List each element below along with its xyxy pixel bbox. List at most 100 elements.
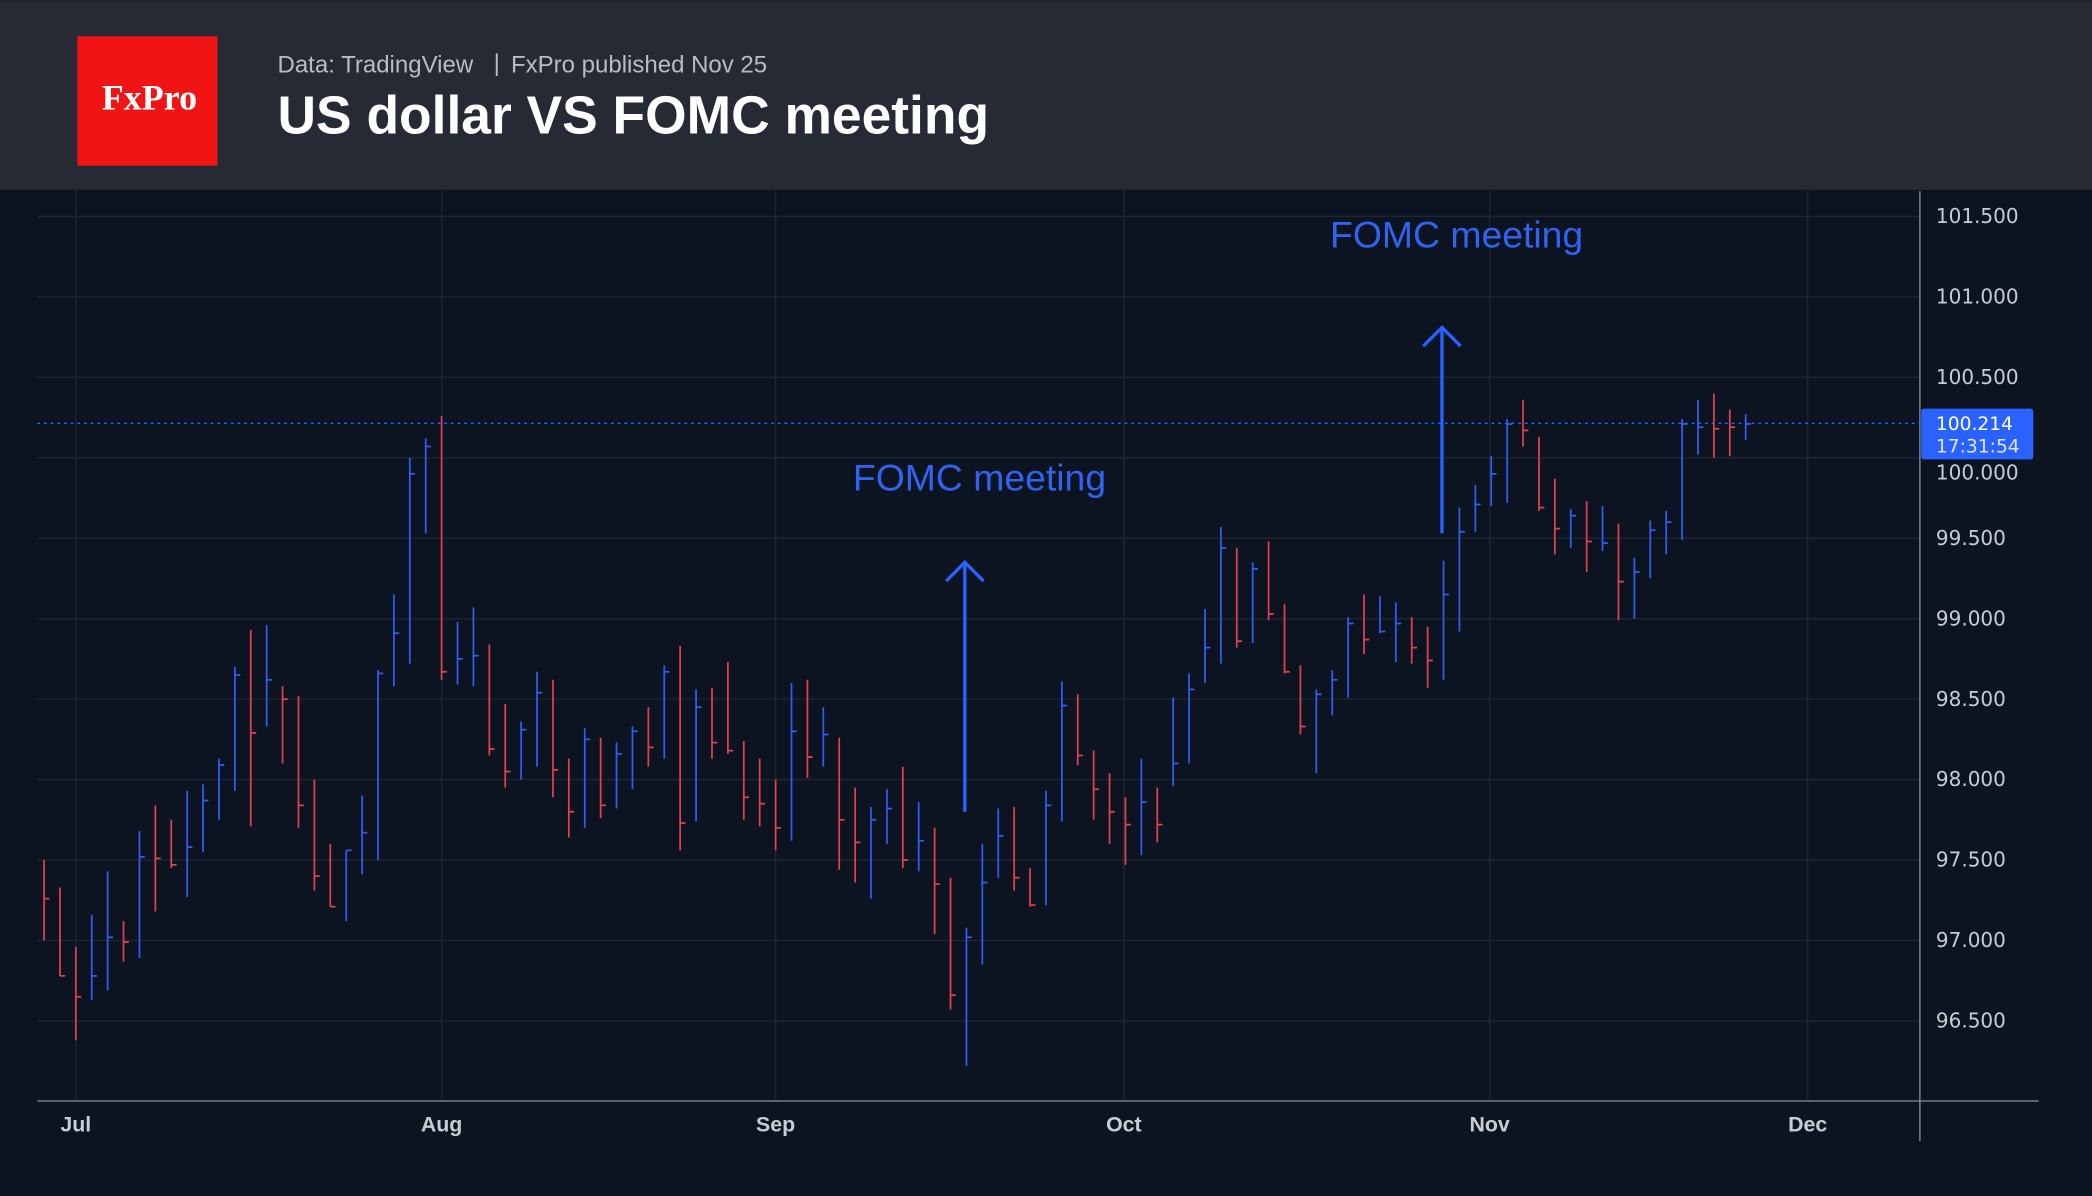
ohlc-bar — [106, 871, 113, 991]
ohlc-bar — [1251, 562, 1259, 643]
ohlc-bar — [202, 784, 209, 852]
ohlc-bar — [552, 679, 559, 798]
last-price-value: 100.214 — [1936, 414, 2013, 435]
ohlc-bar — [583, 728, 591, 828]
ohlc-bar — [599, 737, 606, 819]
ohlc-bar — [345, 849, 352, 922]
time-tick-label: Nov — [1470, 1113, 1510, 1137]
ohlc-bar — [917, 802, 925, 872]
ohlc-bar — [313, 779, 320, 891]
ohlc-bar — [329, 843, 336, 908]
ohlc-bar — [1410, 617, 1418, 664]
header: FxPro Data: TradingView | FxPro publishe… — [0, 0, 2092, 190]
arrow-up-icon — [944, 560, 985, 583]
ohlc-bar — [981, 843, 988, 965]
ohlc-bar — [138, 831, 145, 959]
ohlc-bar — [774, 779, 781, 851]
fomc-meeting-label: FOMC meeting — [1330, 213, 1583, 255]
ohlc-bar — [1553, 478, 1561, 555]
ohlc-bar — [1728, 409, 1736, 457]
ohlc-bar — [520, 721, 527, 780]
ohlc-bar — [647, 707, 654, 767]
ohlc-bar — [408, 457, 416, 664]
ohlc-bar — [790, 683, 797, 841]
page-title: US dollar VS FOMC meeting — [278, 87, 990, 146]
header-separator: | — [494, 50, 500, 77]
ohlc-bar — [1394, 602, 1402, 663]
bar-countdown: 17:31:54 — [1936, 437, 2020, 458]
ohlc-bar — [1204, 609, 1211, 684]
price-tick-label: 100.000 — [1936, 460, 2019, 484]
ohlc-bars — [43, 393, 1752, 1066]
ohlc-bar — [234, 666, 241, 791]
price-tick-label: 96.500 — [1936, 1009, 2006, 1033]
ohlc-bar — [154, 805, 161, 912]
ohlc-bar — [1522, 399, 1529, 447]
ohlc-bar — [1108, 773, 1115, 844]
price-tick-label: 100.500 — [1936, 365, 2019, 389]
ohlc-bar — [1506, 419, 1513, 503]
ohlc-bar — [488, 644, 495, 756]
ohlc-bar — [1697, 399, 1704, 455]
ohlc-bar — [456, 621, 463, 685]
time-axis-labels: Jul Aug Sep Oct Nov Dec — [60, 1113, 1827, 1137]
ohlc-bar — [1076, 694, 1084, 766]
ohlc-bar — [1585, 501, 1593, 573]
ohlc-bar — [1029, 868, 1036, 907]
ohlc-bar — [1013, 806, 1020, 891]
ohlc-bar — [393, 594, 400, 687]
ohlc-bar — [1283, 604, 1290, 674]
annotations: FOMC meeting FOMC meeting — [853, 213, 1583, 812]
ohlc-bar — [1347, 617, 1354, 698]
price-axis-labels: 101.500 101.000 100.500 100.000 99.500 99.000… — [1936, 204, 2019, 1033]
ohlc-bar — [949, 877, 956, 1010]
ohlc-bar — [1140, 758, 1147, 856]
ohlc-bar — [1045, 790, 1052, 906]
ohlc-bar — [838, 737, 845, 870]
chart-grid — [37, 191, 1920, 1101]
ohlc-bar — [1649, 520, 1656, 579]
ohlc-bar — [1633, 557, 1640, 619]
ohlc-bar — [1538, 436, 1545, 511]
ohlc-bar — [631, 726, 638, 790]
ohlc-bar — [615, 742, 622, 809]
ohlc-bar — [870, 806, 877, 899]
ohlc-bar — [933, 827, 940, 935]
time-tick-label: Dec — [1788, 1113, 1827, 1137]
ohlc-bar — [758, 758, 766, 827]
ohlc-bar — [1744, 414, 1752, 441]
ohlc-bar — [249, 629, 257, 827]
ohlc-bar — [806, 679, 813, 778]
ohlc-bar — [536, 671, 543, 767]
chart-axes — [37, 191, 2039, 1142]
price-tick-label: 99.500 — [1936, 526, 2006, 550]
ohlc-bar — [727, 662, 734, 754]
price-tick-label: 98.500 — [1936, 687, 2006, 711]
ohlc-bar — [504, 703, 511, 788]
ohlc-bar — [854, 787, 861, 883]
ohlc-bar — [1442, 560, 1449, 680]
ohlc-bar — [186, 790, 193, 898]
ohlc-bar — [43, 860, 50, 941]
ohlc-bar — [1124, 797, 1131, 865]
ohlc-bar — [1426, 626, 1433, 688]
published-info: FxPro published Nov 25 — [511, 51, 767, 78]
ohlc-bar — [297, 695, 304, 828]
fxpro-logo — [77, 36, 218, 166]
ohlc-bar — [440, 415, 447, 680]
ohlc-bar — [1156, 787, 1163, 843]
ohlc-bar — [1379, 596, 1386, 634]
price-tick-label: 97.500 — [1936, 848, 2006, 872]
price-tick-label: 101.500 — [1936, 204, 2019, 228]
ohlc-bar — [1060, 681, 1068, 822]
ohlc-bar — [711, 687, 718, 759]
ohlc-bar — [122, 921, 129, 962]
ohlc-bar — [965, 927, 972, 1066]
ohlc-bar — [1474, 485, 1481, 532]
ohlc-bar — [1235, 547, 1243, 648]
ohlc-bar — [822, 707, 829, 767]
ohlc-bar — [1220, 526, 1227, 664]
price-tick-label: 99.000 — [1936, 606, 2006, 630]
ohlc-bar — [1299, 665, 1306, 735]
